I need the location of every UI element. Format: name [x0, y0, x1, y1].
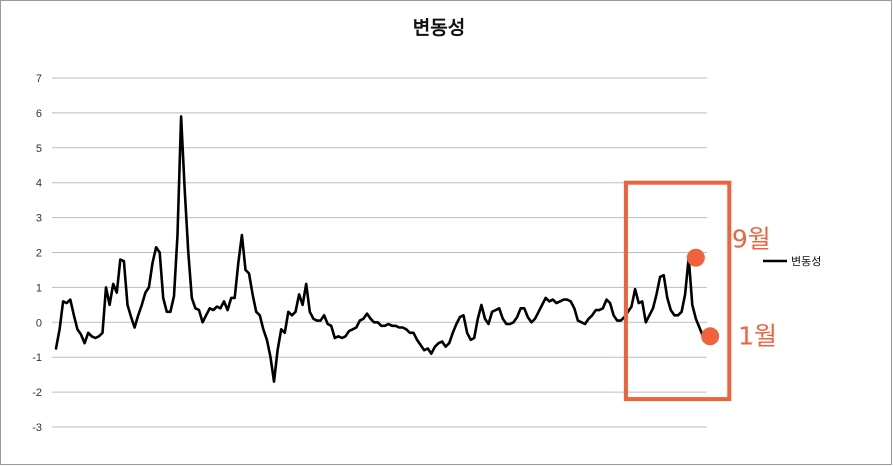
y-axis-tick-labels: -3 -2 -1 0 1 2 3 4 5 6 7 [32, 73, 42, 434]
y-tick-label: 4 [36, 178, 42, 190]
y-tick-label: 6 [36, 108, 42, 120]
plot-area [54, 115, 705, 383]
annotation-label: 9월 [732, 225, 771, 254]
annotation-markers: 9월 1월 [686, 225, 777, 350]
annotation-label: 1월 [738, 321, 777, 350]
series-line-변동성 [54, 115, 705, 383]
y-tick-label: -1 [32, 352, 42, 364]
legend: 변동성 [763, 255, 821, 268]
y-tick-label: 1 [36, 282, 42, 294]
y-tick-label: 7 [36, 73, 42, 85]
y-tick-label: -2 [32, 387, 42, 399]
y-tick-label: 3 [36, 213, 42, 225]
y-tick-label: 2 [36, 248, 42, 260]
gridlines [52, 77, 707, 428]
annotation-dot [701, 327, 720, 346]
y-tick-label: 0 [36, 317, 42, 329]
chart-title: 변동성 [413, 17, 465, 39]
highlight-region [623, 180, 732, 402]
highlight-box [623, 180, 732, 402]
y-tick-label: 5 [36, 143, 42, 155]
legend-label: 변동성 [791, 255, 821, 268]
y-tick-label: -3 [32, 422, 42, 434]
annotation-dot [686, 248, 705, 267]
